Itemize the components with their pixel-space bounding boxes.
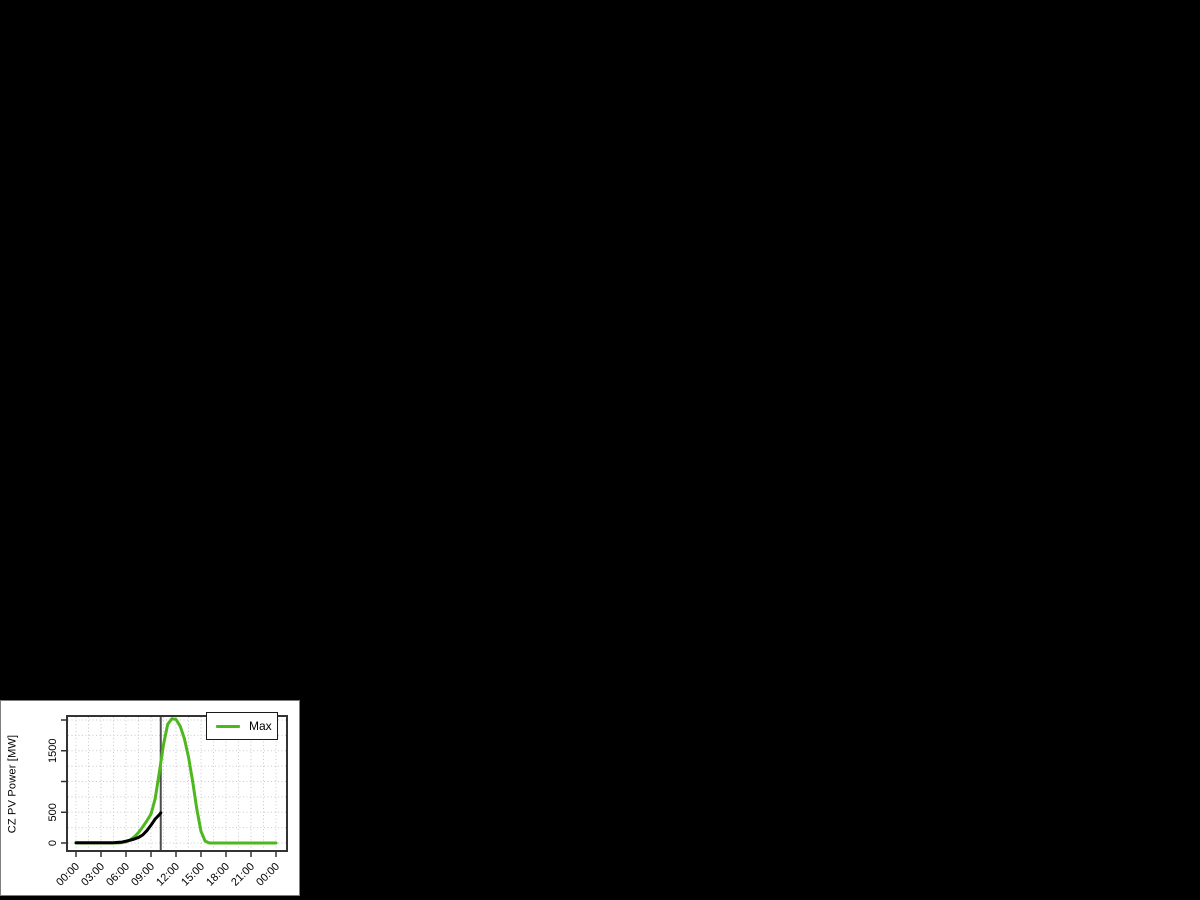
series-line-measured — [74, 811, 163, 845]
x-tick-label: 21:00 — [229, 861, 257, 889]
legend: Max — [206, 712, 278, 740]
x-tick-label: 15:00 — [179, 861, 207, 889]
y-tick-label: 500 — [47, 803, 59, 821]
y-tick-label: 1500 — [47, 739, 59, 763]
x-tick-label: 06:00 — [104, 861, 132, 889]
legend-label-max: Max — [249, 719, 272, 733]
x-tick-label: 03:00 — [79, 861, 107, 889]
pv-power-chart: 00:0003:0006:0009:0012:0015:0018:0021:00… — [47, 715, 288, 889]
pv-power-chart-panel: 00:00 03:00 06:00 09:00 12:00 15:00 18:00 21:00… — [0, 700, 300, 896]
x-tick-label: 09:00 — [129, 861, 157, 889]
y-tick-label: 0 — [47, 840, 59, 846]
legend-line-sample-max — [216, 724, 240, 728]
x-tick-label: 00:00 — [254, 861, 282, 889]
x-tick-label: 12:00 — [154, 861, 182, 889]
plot-border — [66, 715, 288, 852]
x-tick-label: 00:00 — [54, 861, 82, 889]
x-tick-label: 18:00 — [204, 861, 232, 889]
